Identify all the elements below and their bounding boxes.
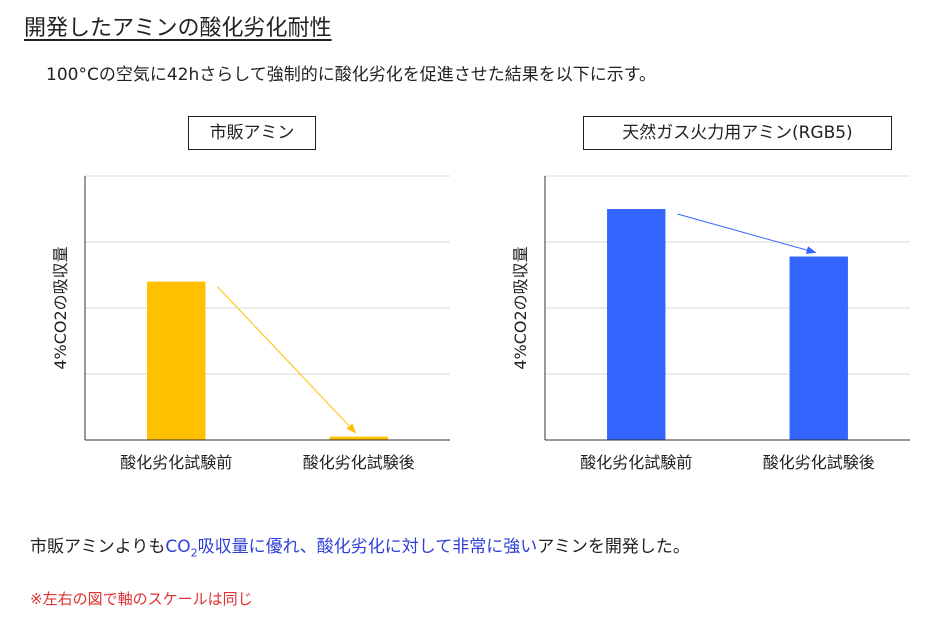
x-tick-label: 酸化劣化試験前 [580, 453, 692, 472]
decline-arrow [217, 286, 357, 434]
bar-2 [789, 256, 848, 440]
chart-title-rgb5: 天然ガス火力用アミン(RGB5) [583, 116, 892, 150]
decline-arrow [677, 213, 817, 254]
bar-2 [329, 436, 388, 440]
x-tick-label: 酸化劣化試験後 [763, 453, 875, 472]
scale-note: ※左右の図で軸のスケールは同じ [30, 590, 253, 608]
x-tick-label: 酸化劣化試験後 [303, 453, 415, 472]
conclusion-part2: 吸収量に優れ、酸化劣化に対して非常に強い [197, 537, 538, 557]
bar-1 [607, 209, 666, 440]
y-axis-label: 4%CO2の吸収量 [51, 246, 70, 369]
conclusion-co: CO [165, 537, 191, 557]
conclusion-highlight: CO2吸収量に優れ、酸化劣化に対して非常に強い [165, 537, 538, 560]
x-tick-label: 酸化劣化試験前 [120, 453, 232, 472]
y-axis-label: 4%CO2の吸収量 [511, 246, 530, 369]
conclusion-part1: 市販アミンよりも [30, 537, 166, 557]
chart-title-commercial: 市販アミン [188, 116, 316, 150]
chart-rgb5-amine: 酸化劣化試験前 酸化劣化試験後 4%CO2の吸収量 [511, 175, 910, 472]
conclusion-part3: アミンを開発した。 [537, 537, 690, 557]
bar-1 [147, 281, 206, 440]
conclusion-text: 市販アミンよりもCO2吸収量に優れ、酸化劣化に対して非常に強いアミンを開発した。 [30, 532, 690, 559]
intro-text: 100°Cの空気に42hさらして強制的に酸化劣化を促進させた結果を以下に示す。 [46, 65, 657, 85]
chart-commercial-amine: 酸化劣化試験前 酸化劣化試験後 4%CO2の吸収量 [51, 175, 450, 472]
page-title: 開発したアミンの酸化劣化耐性 [24, 16, 332, 41]
conclusion-subscript: 2 [190, 546, 198, 560]
